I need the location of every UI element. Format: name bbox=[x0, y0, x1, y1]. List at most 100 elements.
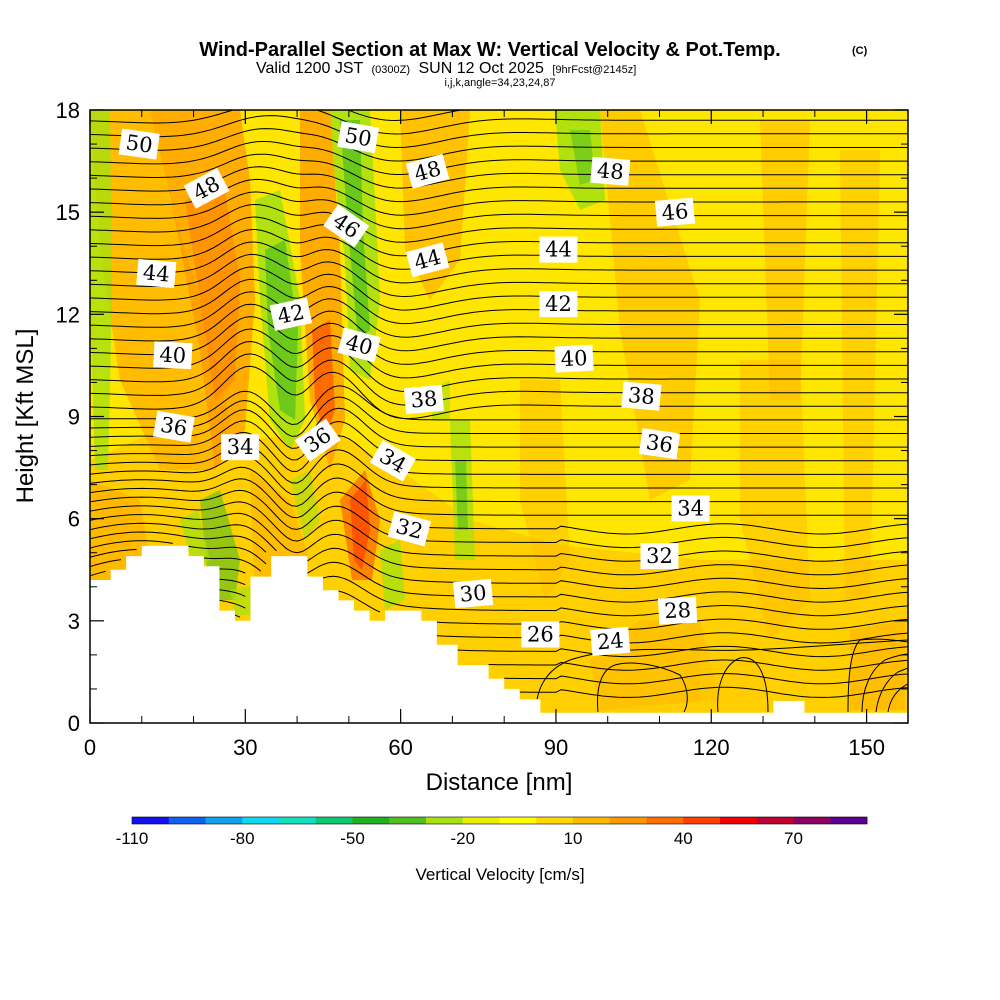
isentrope-line bbox=[90, 549, 908, 630]
colorbar-swatch bbox=[573, 817, 611, 824]
colorbar-label: Vertical Velocity [cm/s] bbox=[415, 865, 584, 884]
contour-label-text: 34 bbox=[677, 497, 704, 521]
isentrope-line bbox=[90, 407, 908, 449]
contour-label-text: 46 bbox=[661, 199, 690, 225]
colorbar-swatch bbox=[462, 817, 500, 824]
contour-label-box bbox=[153, 341, 193, 370]
contour-label-box bbox=[539, 236, 578, 263]
isentrope-line bbox=[90, 303, 908, 352]
contour-label-box bbox=[621, 381, 662, 411]
colorbar-swatch bbox=[279, 817, 317, 824]
contour-label: 38 bbox=[621, 381, 662, 411]
isentrope-line bbox=[90, 340, 908, 393]
contour-label-box bbox=[136, 258, 177, 289]
contour-label-text: 30 bbox=[459, 580, 488, 606]
colorbar-tick-label: 10 bbox=[564, 829, 583, 848]
contour-label: 42 bbox=[269, 297, 313, 331]
contour-label-box bbox=[337, 121, 380, 154]
isentrope-line bbox=[90, 253, 908, 298]
isentrope-line bbox=[90, 365, 908, 420]
contour-label-box bbox=[638, 428, 681, 460]
isentrope-line bbox=[90, 128, 908, 162]
contour-label: 36 bbox=[638, 428, 681, 460]
x-tick-label: 30 bbox=[233, 735, 257, 760]
contour-label-text: 26 bbox=[527, 623, 554, 647]
contour-label-text: 48 bbox=[596, 158, 625, 184]
contour-label-box bbox=[183, 167, 230, 209]
contour-label-text: 36 bbox=[645, 430, 675, 457]
contour-label: 50 bbox=[118, 128, 160, 160]
contour-label-text: 32 bbox=[646, 544, 673, 568]
x-tick-label: 0 bbox=[84, 735, 96, 760]
contour-label: 40 bbox=[153, 341, 193, 370]
valid-time: Valid 1200 JST bbox=[256, 60, 364, 77]
contour-label-text: 44 bbox=[545, 238, 572, 262]
colorbar-swatch bbox=[426, 817, 464, 824]
colorbar-swatch bbox=[536, 817, 574, 824]
contour-label-text: 24 bbox=[596, 628, 625, 654]
isentrope-line bbox=[90, 241, 908, 284]
x-axis-label: Distance [nm] bbox=[426, 769, 573, 796]
contour-label-text: 50 bbox=[124, 130, 154, 157]
isentrope-line bbox=[90, 455, 908, 503]
colorbar-swatch bbox=[830, 817, 868, 824]
contour-label-box bbox=[269, 297, 313, 331]
contour-label-box bbox=[387, 511, 432, 547]
contour-label-box bbox=[294, 418, 341, 462]
y-tick-label: 9 bbox=[68, 405, 80, 430]
y-tick-label: 12 bbox=[56, 302, 80, 327]
isentrope-line bbox=[90, 166, 908, 203]
contour-label: 42 bbox=[539, 291, 578, 318]
contour-label-text: 44 bbox=[142, 260, 171, 286]
colorbar-swatch bbox=[683, 817, 721, 824]
contour-label-text: 28 bbox=[664, 598, 692, 623]
forecast-info: [9hrFcst@2145z] bbox=[552, 64, 636, 76]
y-tick-label: 3 bbox=[68, 609, 80, 634]
isentrope-line bbox=[90, 522, 908, 590]
contour-label-text: 36 bbox=[159, 413, 189, 441]
isentrope-line bbox=[90, 570, 908, 658]
colorbar-swatch bbox=[499, 817, 537, 824]
colorbar-swatch bbox=[793, 817, 831, 824]
isentrope-line bbox=[90, 540, 908, 617]
contour-label: 26 bbox=[521, 621, 560, 648]
contour-label-box bbox=[405, 242, 450, 278]
contour-label: 50 bbox=[337, 121, 380, 154]
contour-label: 44 bbox=[539, 236, 578, 263]
contour-label-box bbox=[152, 410, 195, 443]
contour-label-box bbox=[640, 543, 679, 570]
terrain-profile bbox=[90, 545, 908, 723]
contour-label-text: 40 bbox=[560, 346, 588, 371]
contour-label: 24 bbox=[590, 626, 631, 656]
potential-temperature-contours bbox=[90, 110, 908, 698]
contour-label: 34 bbox=[671, 495, 710, 522]
colorbar-swatch bbox=[720, 817, 758, 824]
contour-label-box bbox=[521, 621, 560, 648]
x-tick-label: 120 bbox=[693, 735, 730, 760]
isentrope-line bbox=[90, 266, 908, 311]
contour-label-text: 38 bbox=[627, 383, 656, 409]
isentrope-line bbox=[90, 559, 908, 644]
contour-label: 30 bbox=[453, 578, 494, 609]
y-tick-label: 18 bbox=[56, 98, 80, 123]
contour-label-box bbox=[671, 495, 710, 522]
contour-label: 34 bbox=[221, 434, 260, 461]
contour-label: 36 bbox=[152, 410, 195, 443]
colorbar-tick-label: -50 bbox=[340, 829, 365, 848]
isentrope-line bbox=[90, 316, 908, 365]
contour-label: 38 bbox=[403, 384, 444, 415]
colorbar-tick-label: -20 bbox=[451, 829, 476, 848]
isentrope-line bbox=[90, 153, 908, 189]
isentrope-line bbox=[90, 420, 908, 462]
contour-label-box bbox=[403, 384, 444, 415]
x-tick-label: 90 bbox=[544, 735, 568, 760]
contour-label-text: 42 bbox=[545, 292, 572, 316]
colorbar-tick-label: 40 bbox=[674, 829, 693, 848]
colorbar: -110 -80 -50 -20 10 40 70 bbox=[116, 816, 868, 848]
colorbar-swatch bbox=[168, 817, 206, 824]
contour-label: 46 bbox=[654, 197, 696, 227]
colorbar-tick-label: 70 bbox=[784, 829, 803, 848]
isentrope-line bbox=[90, 512, 908, 576]
x-tick-label: 60 bbox=[388, 735, 412, 760]
